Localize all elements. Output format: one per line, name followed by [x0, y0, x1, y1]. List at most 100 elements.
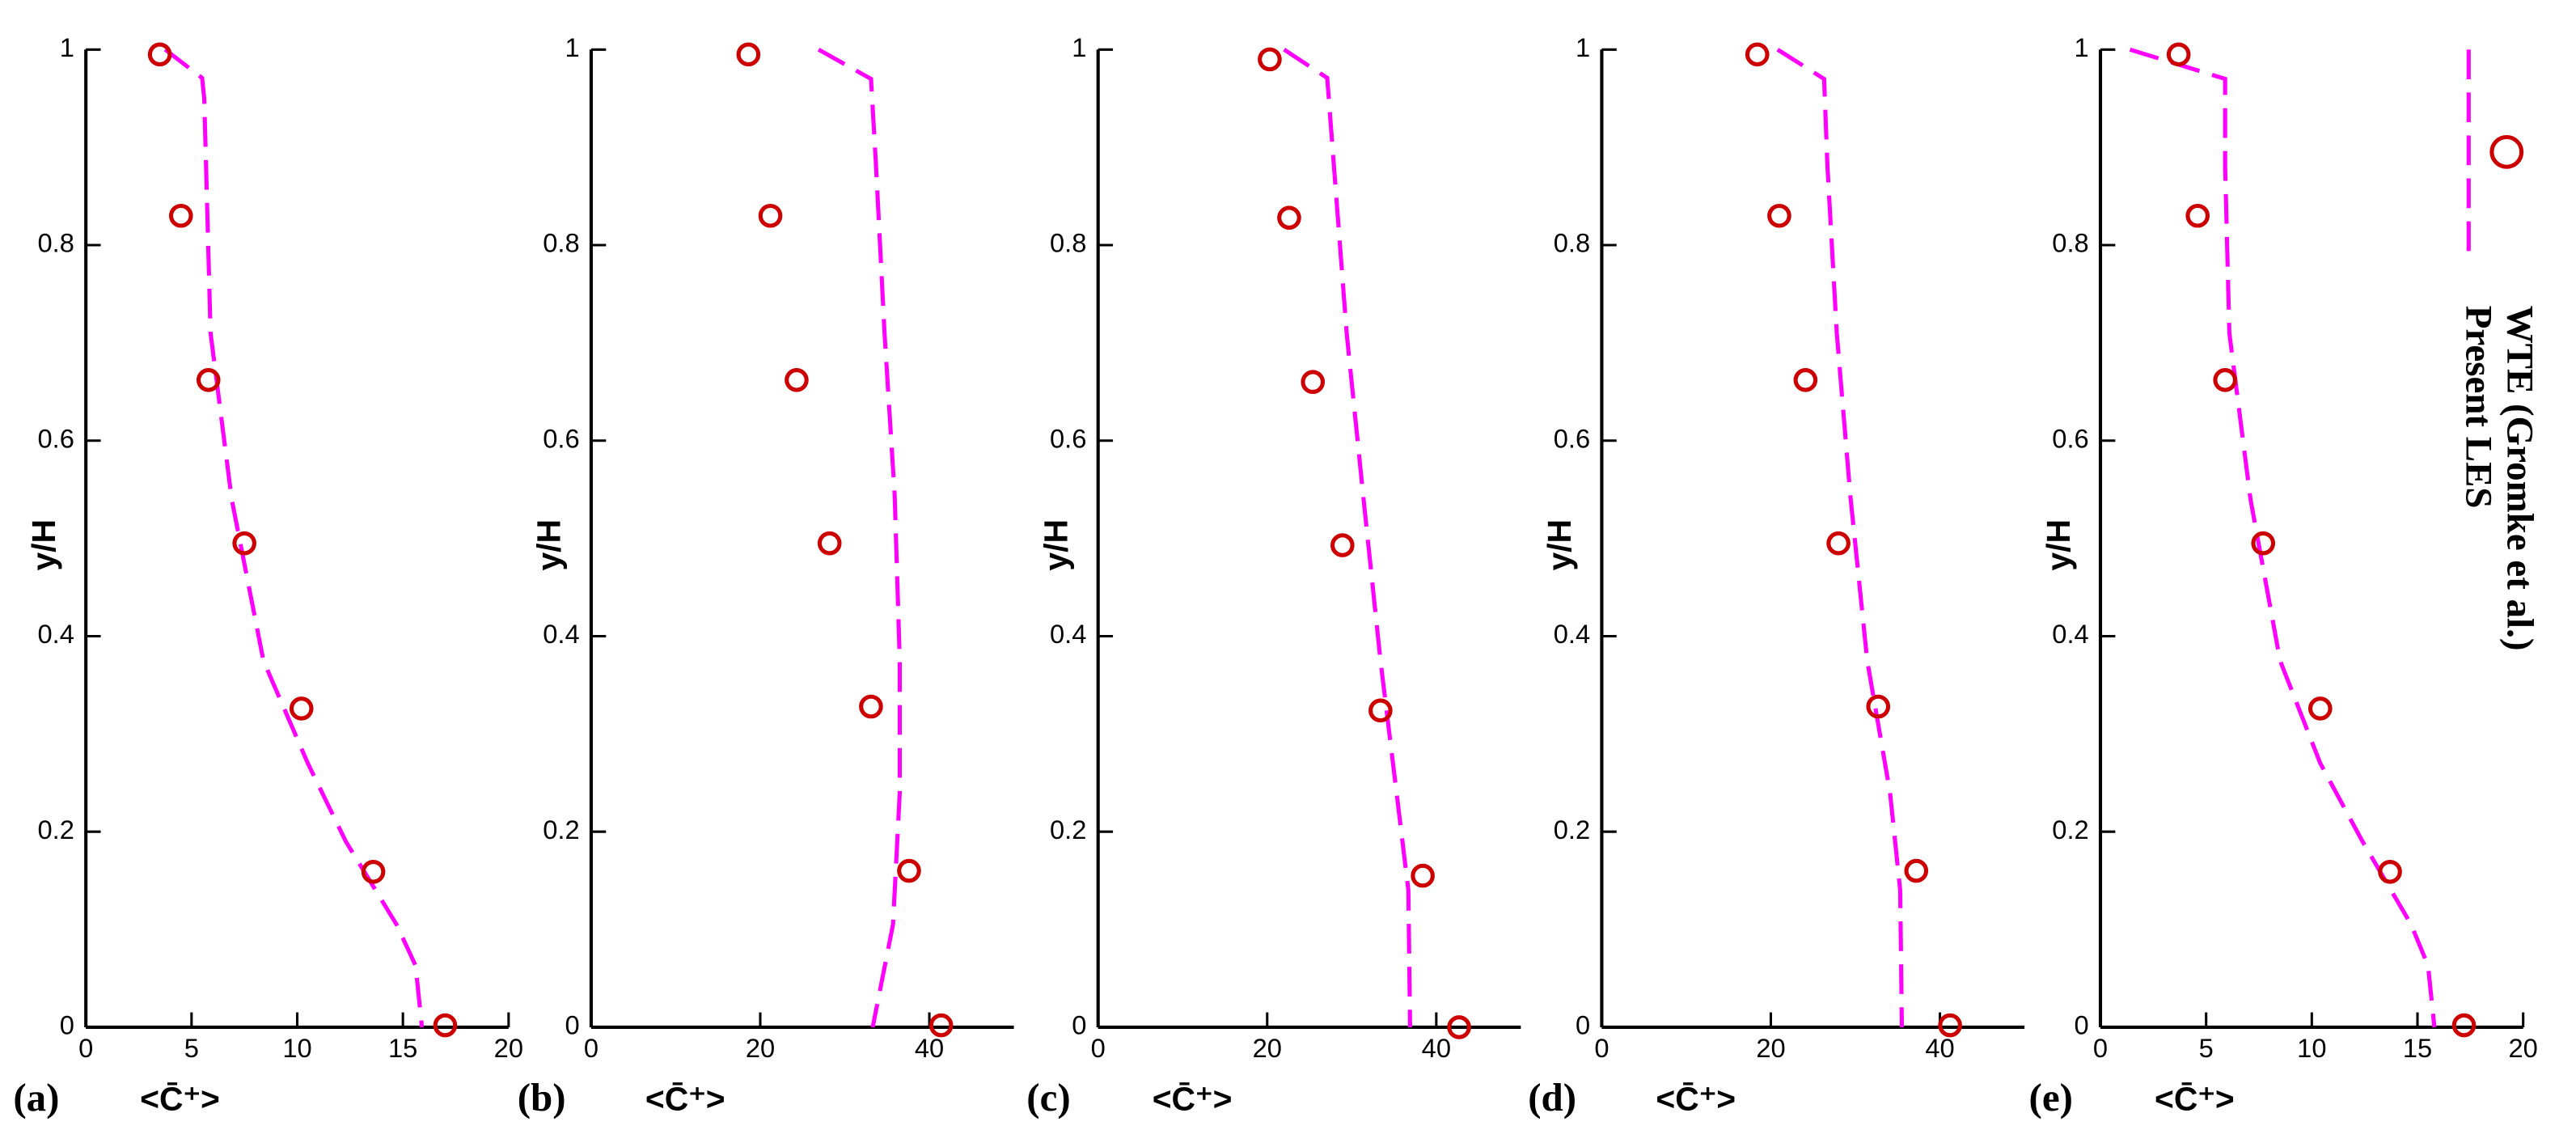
legend-label: Present LES: [2458, 306, 2500, 509]
x-tick-label: 0: [78, 1033, 93, 1063]
y-tick-label: 0.6: [37, 423, 74, 453]
wte-point: [1258, 47, 1282, 72]
y-tick-label: 0.6: [1050, 423, 1086, 453]
y-axis-label: y/H: [531, 519, 568, 571]
y-tick-label: 0.8: [1050, 228, 1086, 258]
y-tick-label: 1: [2075, 32, 2089, 62]
y-axis-label: y/H: [1037, 519, 1074, 571]
y-tick-label: 0.2: [1554, 815, 1590, 844]
x-axis-label: <C̄⁺>: [140, 1081, 220, 1118]
x-axis-label: <C̄⁺>: [645, 1081, 725, 1118]
wte-point: [1301, 370, 1326, 395]
y-tick-label: 0.8: [2052, 228, 2088, 258]
wte-point: [2378, 859, 2402, 884]
wte-point: [1277, 205, 1301, 230]
x-tick-label: 0: [1091, 1033, 1106, 1063]
y-tick-label: 0.2: [2052, 815, 2088, 844]
wte-point: [817, 531, 842, 556]
wte-point: [758, 203, 783, 228]
y-tick-label: 0: [1072, 1010, 1086, 1040]
y-tick-label: 0.2: [1050, 815, 1086, 844]
x-tick-label: 40: [1422, 1033, 1451, 1063]
y-tick-label: 0.4: [543, 619, 579, 649]
y-tick-label: 0.4: [37, 619, 74, 649]
y-tick-label: 1: [1576, 32, 1590, 62]
wte-point: [1793, 368, 1818, 392]
les-line: [1283, 48, 1412, 1027]
panel-label: (a): [13, 1075, 59, 1119]
wte-point: [1938, 1013, 1962, 1038]
les-line: [817, 48, 903, 1028]
wte-point: [289, 696, 314, 721]
panel-label: (c): [1026, 1075, 1070, 1119]
y-tick-label: 1: [60, 32, 74, 62]
wte-point: [1411, 863, 1435, 888]
y-tick-label: 1: [1072, 32, 1086, 62]
wte-point: [2251, 531, 2276, 556]
y-tick-label: 0.6: [1554, 423, 1590, 453]
wte-point: [361, 859, 386, 884]
wte-point: [1745, 42, 1770, 67]
x-axis-label: <C̄⁺>: [2155, 1081, 2235, 1118]
x-tick-label: 0: [584, 1033, 599, 1063]
wte-point: [1447, 1015, 1471, 1039]
wte-point: [897, 858, 921, 883]
y-tick-label: 0.2: [37, 815, 74, 844]
y-axis-label: y/H: [1541, 519, 1578, 571]
x-tick-label: 20: [1756, 1033, 1785, 1063]
x-tick-label: 20: [494, 1033, 523, 1063]
x-axis-label: <C̄⁺>: [1656, 1081, 1736, 1118]
y-tick-label: 0.8: [543, 228, 579, 258]
wte-point: [1767, 203, 1791, 228]
x-tick-label: 20: [1253, 1033, 1282, 1063]
les-line: [1776, 48, 1905, 1027]
legend-marker: [2489, 134, 2524, 169]
y-tick-label: 0.8: [1554, 228, 1590, 258]
y-tick-label: 1: [565, 32, 579, 62]
y-tick-label: 0.6: [2052, 423, 2088, 453]
wte-point: [232, 531, 256, 556]
x-tick-label: 15: [388, 1033, 417, 1063]
y-tick-label: 0: [2075, 1010, 2089, 1040]
x-tick-label: 15: [2403, 1033, 2432, 1063]
wte-point: [168, 203, 193, 228]
y-tick-label: 0: [60, 1010, 74, 1040]
wte-point: [433, 1013, 458, 1038]
y-tick-label: 0.6: [543, 423, 579, 453]
les-line: [2129, 47, 2437, 1028]
wte-point: [736, 42, 761, 67]
wte-point: [2451, 1013, 2477, 1038]
wte-point: [785, 368, 809, 392]
x-tick-label: 10: [282, 1033, 311, 1063]
wte-point: [2213, 368, 2237, 392]
wte-point: [2307, 696, 2333, 721]
wte-point: [859, 694, 883, 719]
wte-point: [1826, 531, 1851, 556]
y-tick-label: 0.4: [1050, 619, 1086, 649]
wte-point: [147, 42, 172, 67]
x-tick-label: 10: [2297, 1033, 2326, 1063]
y-tick-label: 0: [565, 1010, 579, 1040]
x-tick-label: 0: [1594, 1033, 1609, 1063]
wte-point: [2166, 42, 2191, 67]
wte-point: [2185, 203, 2210, 228]
y-tick-label: 0.4: [1554, 619, 1590, 649]
y-axis-label: y/H: [2040, 519, 2077, 571]
y-tick-label: 0.4: [2052, 619, 2088, 649]
legend-label: WTE (Gromke et al.): [2499, 306, 2541, 651]
x-tick-label: 5: [184, 1033, 199, 1063]
x-axis-label: <C̄⁺>: [1153, 1081, 1233, 1118]
y-tick-label: 0.8: [37, 228, 74, 258]
x-tick-label: 20: [746, 1033, 775, 1063]
x-tick-label: 0: [2093, 1033, 2108, 1063]
y-tick-label: 0.2: [543, 815, 579, 844]
x-tick-label: 5: [2199, 1033, 2214, 1063]
wte-point: [1330, 533, 1355, 557]
wte-point: [928, 1013, 954, 1038]
wte-point: [1368, 698, 1393, 723]
y-tick-label: 0: [1576, 1010, 1590, 1040]
panel-label: (b): [518, 1075, 566, 1119]
x-tick-label: 40: [915, 1033, 944, 1063]
panel-label: (d): [1528, 1075, 1576, 1119]
